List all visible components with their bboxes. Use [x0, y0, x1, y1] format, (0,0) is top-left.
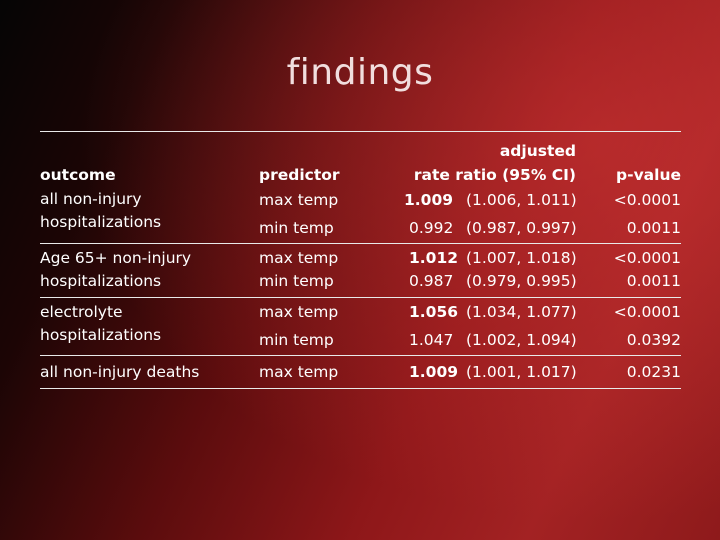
row-rule [40, 297, 681, 298]
ratio-cell: 1.056 [409, 303, 459, 321]
ci-cell: (1.002, 1.094) [466, 331, 577, 349]
outcome-label: all non-injury [40, 190, 142, 208]
outcome-label: all non-injury deaths [40, 363, 200, 381]
ci-cell: (1.001, 1.017) [466, 363, 577, 381]
predictor-cell: max temp [259, 191, 339, 209]
predictor-cell: max temp [259, 363, 339, 381]
ci-cell: (1.006, 1.011) [466, 191, 577, 209]
ci-cell: (0.979, 0.995) [466, 272, 577, 290]
header-outcome: outcome [40, 166, 116, 184]
row-rule [40, 243, 681, 244]
ratio-cell: 1.009 [409, 363, 459, 381]
pvalue-cell: 0.0231 [626, 363, 681, 381]
row-rule [40, 355, 681, 356]
ratio-cell: 0.992 [409, 219, 454, 237]
outcome-label: hospitalizations [40, 326, 162, 344]
pvalue-cell: 0.0011 [626, 272, 681, 290]
ratio-cell: 1.009 [404, 191, 454, 209]
ci-cell: (1.034, 1.077) [466, 303, 577, 321]
pvalue-cell: 0.0011 [626, 219, 681, 237]
predictor-cell: max temp [259, 249, 339, 267]
ratio-cell: 0.987 [409, 272, 454, 290]
predictor-cell: min temp [259, 331, 334, 349]
table-bottom-rule [40, 388, 681, 389]
outcome-label: hospitalizations [40, 213, 162, 231]
ratio-cell: 1.012 [409, 249, 459, 267]
pvalue-cell: <0.0001 [613, 191, 681, 209]
ci-cell: (0.987, 0.997) [466, 219, 577, 237]
outcome-label: electrolyte [40, 303, 123, 321]
predictor-cell: min temp [259, 219, 334, 237]
header-predictor: predictor [259, 166, 340, 184]
ci-cell: (1.007, 1.018) [466, 249, 577, 267]
pvalue-cell: 0.0392 [626, 331, 681, 349]
outcome-label: hospitalizations [40, 272, 162, 290]
pvalue-cell: <0.0001 [613, 303, 681, 321]
header-rate-line1: adjusted [499, 142, 576, 160]
header-pvalue: p-value [616, 166, 681, 184]
ratio-cell: 1.047 [409, 331, 454, 349]
slide-title: findings [286, 52, 434, 93]
pvalue-cell: <0.0001 [613, 249, 681, 267]
predictor-cell: min temp [259, 272, 334, 290]
header-rate-line2: rate ratio (95% CI) [413, 166, 576, 184]
outcome-label: Age 65+ non-injury [40, 249, 192, 267]
table-top-rule [40, 131, 681, 132]
predictor-cell: max temp [259, 303, 339, 321]
